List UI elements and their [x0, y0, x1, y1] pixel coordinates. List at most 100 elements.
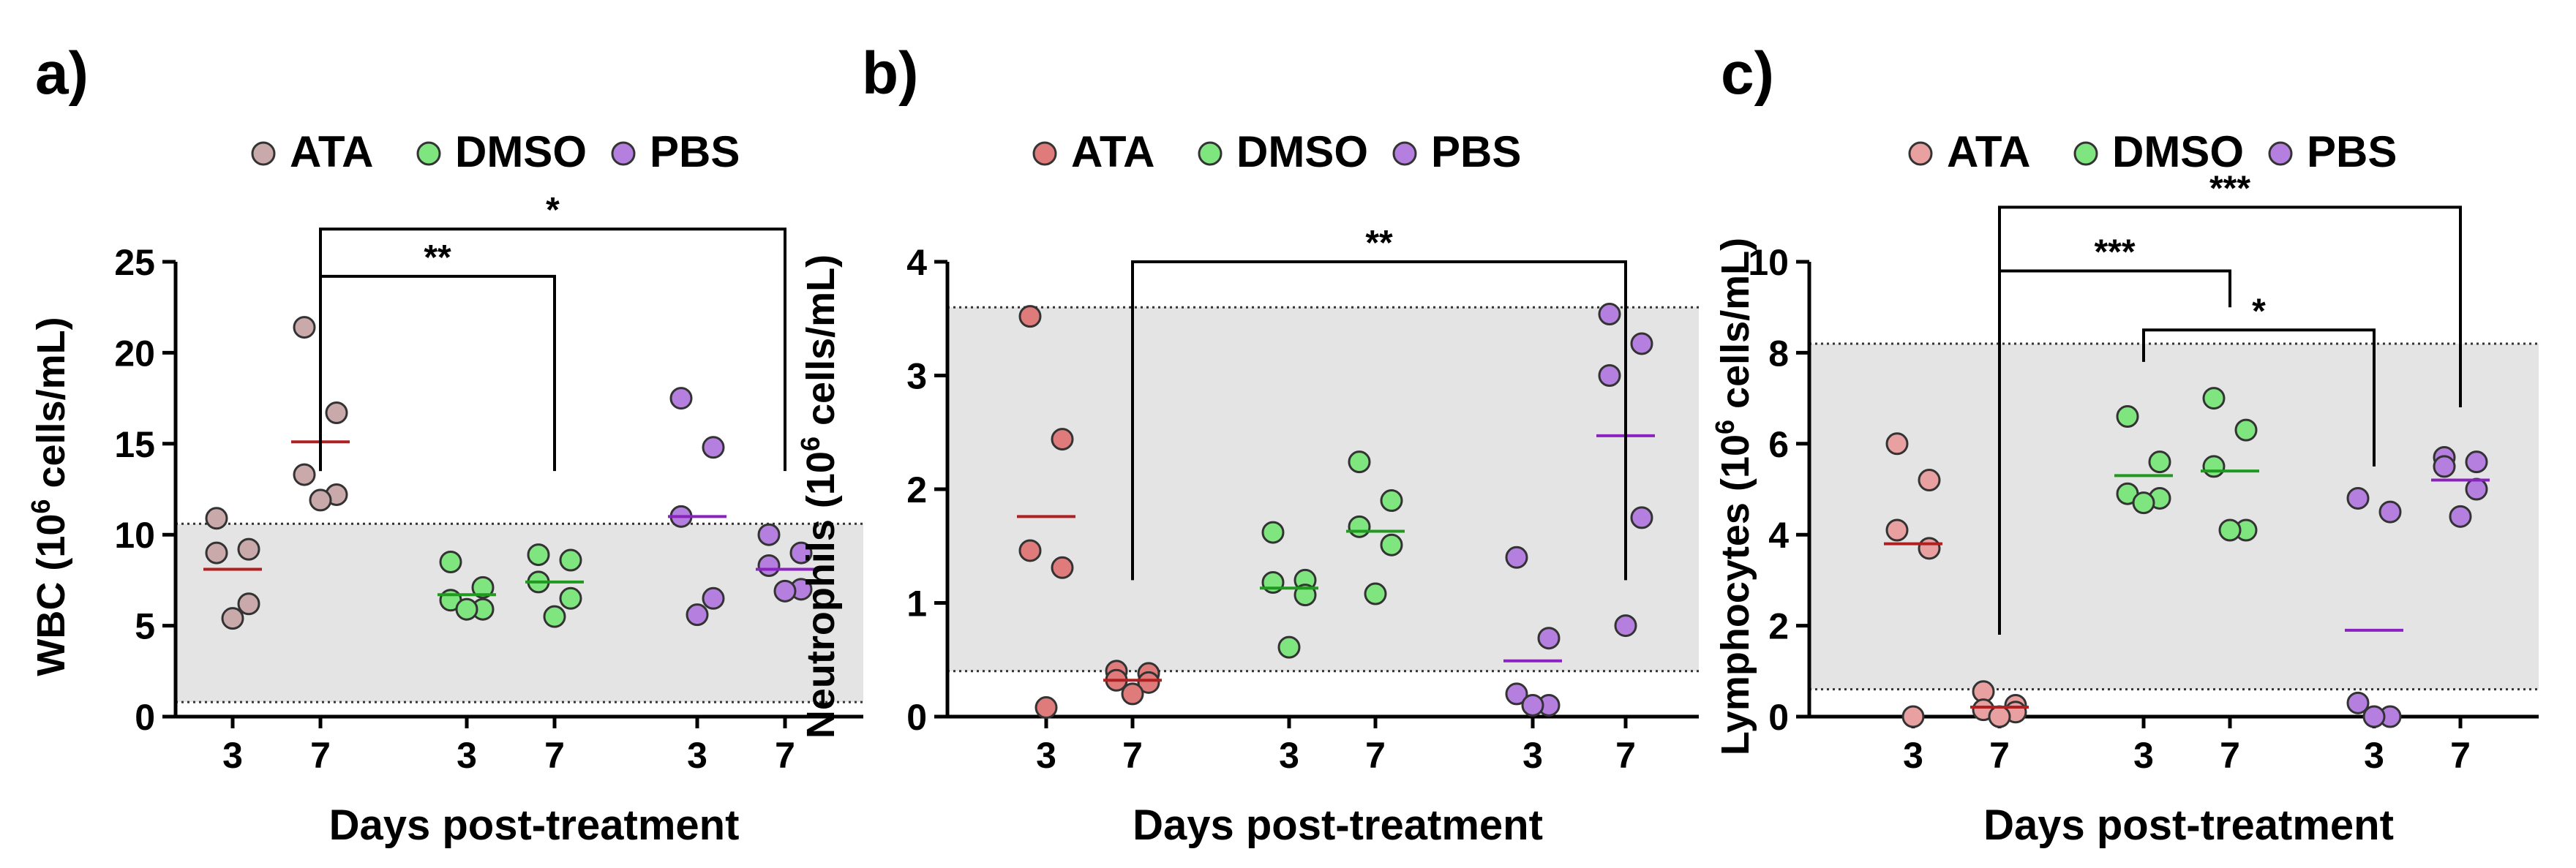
- reference-range-band: [947, 307, 1699, 671]
- data-point: [1051, 556, 1074, 579]
- x-tick-label: 7: [2450, 735, 2471, 776]
- y-axis-label-unit: cells/mL): [1713, 238, 1757, 420]
- significance-bracket: [1998, 269, 2231, 635]
- data-point: [1505, 546, 1528, 569]
- data-point: [1034, 696, 1058, 720]
- y-tick-label: 6: [1768, 424, 1789, 465]
- data-point: [669, 387, 693, 410]
- significance-bracket: [319, 227, 786, 472]
- y-tick-label: 3: [906, 356, 927, 397]
- y-tick-label: 15: [114, 424, 155, 465]
- legend-label: DMSO: [2112, 127, 2244, 176]
- legend-label: ATA: [290, 127, 373, 176]
- y-tick-label: 25: [114, 242, 155, 283]
- data-point: [237, 592, 260, 616]
- legend-marker: [416, 141, 441, 166]
- legend-label: DMSO: [455, 127, 587, 176]
- data-point: [471, 575, 495, 599]
- y-axis-label-superscript: 6: [795, 437, 825, 451]
- legend-label: DMSO: [1236, 127, 1368, 176]
- data-point: [2346, 691, 2370, 714]
- data-point: [1380, 489, 1403, 513]
- x-axis-label: Days post-treatment: [1983, 801, 2394, 849]
- y-axis-label-main: Lymphocytes (10: [1713, 434, 1757, 755]
- y-axis-label-unit: cells/mL): [799, 254, 843, 437]
- panel-label: a): [35, 40, 89, 107]
- data-point: [1505, 682, 1528, 706]
- x-axis-label: Days post-treatment: [1133, 801, 1543, 849]
- data-point: [1521, 693, 1544, 717]
- y-tick-label: 0: [135, 697, 155, 738]
- x-tick-label: 7: [1365, 735, 1386, 776]
- data-point: [1018, 305, 1042, 328]
- panel-2: 0 1 2 3 4 3 7 3 7 3 7 ** b) ATA DMSO PBS Neutrophils (10…: [795, 40, 1699, 849]
- legend-marker: [1392, 141, 1417, 166]
- data-point: [1537, 627, 1561, 650]
- y-tick-label: 2: [1768, 606, 1789, 647]
- significance-label: *: [546, 191, 560, 230]
- x-tick-label: 7: [1989, 735, 2010, 776]
- legend-label: PBS: [2307, 127, 2397, 176]
- x-tick-label: 7: [775, 735, 795, 776]
- data-point: [773, 579, 797, 603]
- legend-marker: [2073, 141, 2098, 166]
- significance-label: **: [1365, 224, 1393, 263]
- data-point: [237, 537, 260, 561]
- data-point: [293, 316, 316, 339]
- x-tick-label: 3: [1903, 735, 1923, 776]
- y-axis-label: Lymphocytes (106 cells/mL): [1710, 238, 1758, 755]
- legend-marker: [1908, 141, 1933, 166]
- data-point: [1630, 506, 1653, 529]
- legend-marker: [611, 141, 636, 166]
- data-point: [2202, 455, 2226, 478]
- y-tick-label: 2: [906, 469, 927, 510]
- y-tick-label: 1: [906, 584, 927, 624]
- data-point: [543, 605, 566, 628]
- data-point: [1051, 428, 1074, 451]
- legend-marker: [251, 141, 276, 166]
- data-point: [2116, 404, 2139, 428]
- data-point: [1885, 432, 1909, 456]
- panel-label: b): [862, 40, 918, 107]
- data-point: [789, 541, 813, 565]
- x-tick-label: 7: [2220, 735, 2240, 776]
- legend-marker: [1198, 141, 1223, 166]
- y-tick-label: 5: [135, 606, 155, 647]
- y-axis-label: Neutrophils (106 cells/mL): [795, 254, 844, 739]
- legend-marker: [2268, 141, 2293, 166]
- legend-label: ATA: [1071, 127, 1154, 176]
- x-tick-label: 3: [1522, 735, 1543, 776]
- data-point: [455, 597, 478, 621]
- data-point: [439, 551, 462, 574]
- x-tick-label: 3: [1036, 735, 1056, 776]
- x-tick-label: 7: [1122, 735, 1143, 776]
- x-tick-label: 7: [310, 735, 331, 776]
- significance-label: ***: [2209, 169, 2250, 208]
- y-axis-label: WBC (106 cells/mL): [26, 317, 74, 676]
- data-point: [1380, 533, 1403, 556]
- data-point: [559, 586, 582, 610]
- legend-marker: [1032, 141, 1057, 166]
- data-point: [527, 543, 550, 567]
- data-point: [1598, 364, 1621, 387]
- data-point: [2218, 518, 2242, 542]
- data-point: [1277, 635, 1301, 659]
- significance-bracket: [1131, 260, 1627, 581]
- data-point: [2449, 505, 2472, 528]
- data-point: [1885, 518, 1909, 542]
- data-point: [2465, 450, 2488, 474]
- data-point: [2132, 491, 2155, 515]
- x-tick-label: 7: [1615, 735, 1636, 776]
- data-point: [205, 507, 228, 530]
- data-point: [309, 488, 332, 512]
- data-point: [1293, 584, 1317, 607]
- y-axis-label-main: Neutrophils (10: [799, 451, 843, 739]
- y-tick-label: 10: [114, 515, 155, 556]
- legend-label: PBS: [1431, 127, 1521, 176]
- data-point: [325, 401, 348, 425]
- significance-label: ***: [2094, 233, 2135, 271]
- y-axis-label-superscript: 6: [1710, 420, 1740, 434]
- x-axis-label: Days post-treatment: [329, 801, 740, 849]
- significance-label: **: [424, 238, 451, 277]
